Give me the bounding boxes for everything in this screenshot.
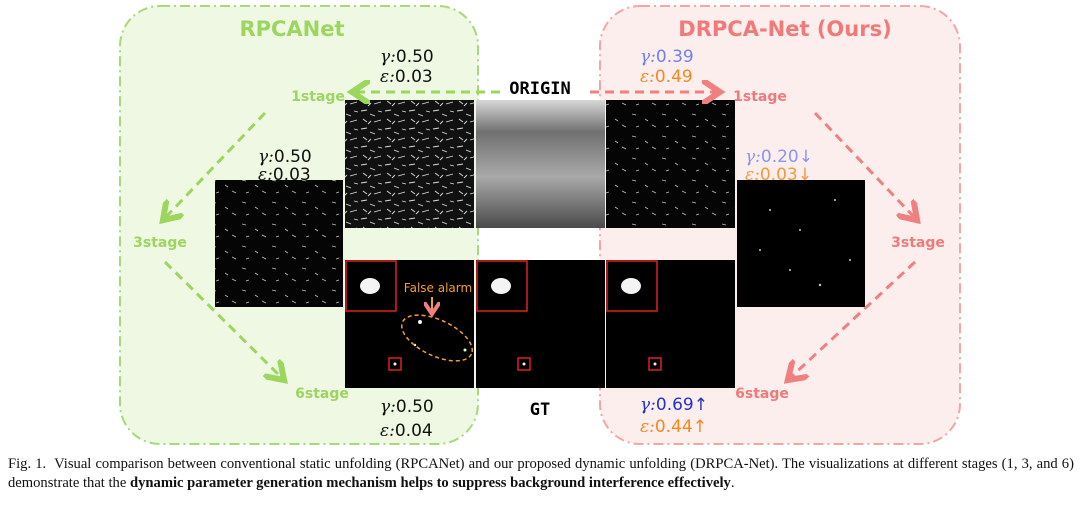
image	[476, 260, 605, 388]
parameter: ε:0.03↓	[745, 165, 812, 185]
parameter-symbol: γ:	[745, 147, 761, 167]
parameter-symbol: ε:	[380, 67, 395, 87]
image	[345, 100, 474, 228]
panel-title: DRPCA-Net (Ours)	[678, 17, 891, 41]
parameter-symbol: γ:	[640, 395, 656, 415]
insets	[345, 260, 662, 371]
parameter-value: 0.39	[656, 47, 694, 67]
origin-label: ORIGIN	[509, 79, 570, 99]
parameter: ε:0.04	[380, 421, 433, 441]
image	[606, 100, 735, 228]
image	[737, 180, 865, 307]
parameter: ε:0.49	[640, 67, 693, 87]
image	[606, 260, 735, 388]
parameter-symbol: ε:	[380, 421, 395, 441]
parameter-symbol: γ:	[380, 47, 396, 67]
stage-label: 6stage	[735, 386, 789, 402]
caption-end: .	[730, 475, 735, 491]
parameter: γ:0.50	[380, 397, 434, 417]
caption-prefix: Fig. 1.	[8, 456, 47, 472]
parameter-value: 0.03↓	[760, 165, 812, 185]
parameter-value: 0.69↑	[656, 395, 708, 415]
panel-title: RPCANet	[239, 17, 344, 41]
parameter-symbol: ε:	[640, 417, 655, 437]
parameter: ε:0.44↑	[640, 417, 707, 437]
parameter: γ:0.50	[258, 147, 312, 167]
stage-label: 1stage	[733, 89, 787, 105]
parameter: γ:0.50	[380, 47, 434, 67]
parameter-symbol: ε:	[745, 165, 760, 185]
caption-bold: dynamic parameter generation mechanism h…	[130, 475, 731, 491]
parameter-value: 0.03	[395, 67, 433, 87]
parameter: ε:0.03	[258, 165, 311, 185]
image	[345, 260, 474, 388]
parameter-value: 0.44↑	[655, 417, 707, 437]
parameter-symbol: ε:	[258, 165, 273, 185]
parameter: γ:0.69↑	[640, 395, 708, 415]
parameter: γ:0.20↓	[745, 147, 813, 167]
parameter-symbol: γ:	[380, 397, 396, 417]
caption: Fig. 1. Visual comparison between conven…	[8, 455, 1074, 493]
stage-label: 6stage	[295, 386, 349, 402]
false-alarm-ring	[400, 314, 474, 362]
parameter: γ:0.39	[640, 47, 694, 67]
parameter-value: 0.03	[273, 165, 311, 185]
stage-label: 1stage	[291, 89, 345, 105]
stage-label: 3stage	[891, 235, 945, 251]
parameter-value: 0.20↓	[761, 147, 813, 167]
annotation: False alarm	[404, 281, 472, 295]
figure: RPCANet DRPCA-Net (Ours) ORIGIN GT False…	[119, 5, 961, 445]
target-blobs	[360, 278, 657, 366]
arrows	[165, 92, 915, 378]
stage-label: 3stage	[133, 235, 187, 251]
parameter-value: 0.49	[655, 67, 693, 87]
parameter-symbol: γ:	[258, 147, 274, 167]
parameter-value: 0.50	[274, 147, 312, 167]
image	[476, 100, 605, 228]
gt-label: GT	[530, 400, 550, 420]
parameter: ε:0.03	[380, 67, 433, 87]
sparse-dots	[759, 199, 851, 287]
image	[215, 180, 343, 307]
parameter-value: 0.50	[396, 397, 434, 417]
caption-text: Visual comparison between conventional s…	[8, 456, 1074, 491]
parameter-value: 0.04	[395, 421, 433, 441]
parameter-symbol: ε:	[640, 67, 655, 87]
parameter-value: 0.50	[396, 47, 434, 67]
parameter-symbol: γ:	[640, 47, 656, 67]
